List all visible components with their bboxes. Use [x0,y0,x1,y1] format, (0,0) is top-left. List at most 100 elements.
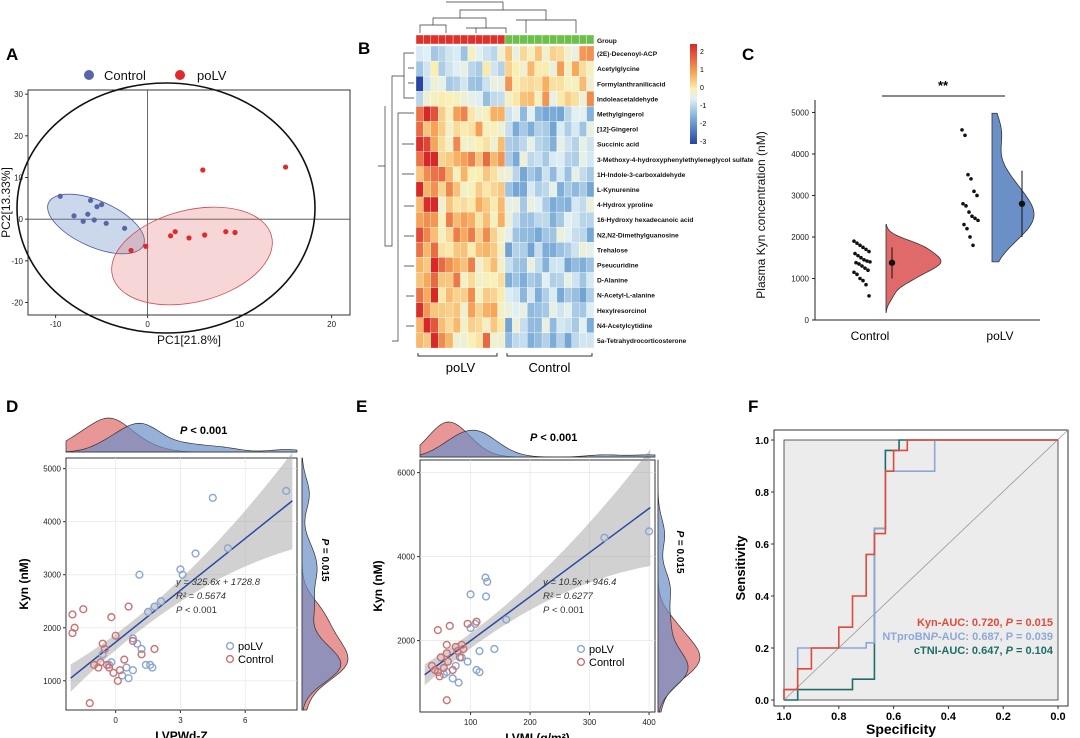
heatmap-cell [541,91,550,107]
data-point [855,272,859,277]
heatmap-cell [452,287,461,303]
y-tick-label: 0 [805,316,810,325]
heatmap-row-label: N4-Acetylcytidine [597,323,653,330]
group-row-label: Group [597,38,617,45]
heatmap-cell [423,211,431,228]
heatmap-cell [519,76,528,92]
heatmap-cell [556,106,565,122]
heatmap-cell [445,257,454,273]
heatmap-cell [534,257,543,273]
heatmap-cell [504,136,513,152]
heatmap-cell [586,166,595,183]
heatmap-cell [438,317,446,334]
mean-marker [888,259,896,266]
scatter-point [490,644,499,654]
heatmap-cell [467,211,476,228]
heatmap-cell [490,76,498,92]
heatmap-cell [519,227,528,243]
heatmap-cell [534,45,543,62]
scatter-point [600,533,609,542]
heatmap-cell [571,211,580,228]
heatmap-cell [504,287,513,303]
heatmap-cell [490,242,498,258]
group-bar-cell [578,34,587,45]
heatmap-cell [527,242,535,258]
data-point [862,258,866,262]
scatter-point [502,615,511,624]
panel-d-scatter: 0 3 6 1000 2000 3000 4000 5000 LVPWd-Z Kyn (nM) y … [17,417,349,738]
y-tick-label: 3000 [43,571,61,580]
heatmap-cell [571,166,580,183]
x-tick-label: 3 [178,716,183,725]
heatmap-cell [579,196,587,213]
x-tick-label: 400 [642,718,656,727]
heatmap-cell [586,287,595,303]
group-bar-cell [445,34,454,45]
heatmap-cell [527,196,535,213]
group-bar-cell [571,34,580,45]
r-squared: R² = 0.6277 [543,591,594,602]
heatmap-cell [504,196,513,213]
heatmap-cell [467,287,476,303]
y-axis-label: Kyn (nM) [17,558,31,609]
heatmap-cell [460,181,469,198]
heatmap-cell [482,151,491,167]
heatmap-cell [415,151,424,167]
legend-entry: Kyn-AUC: 0.720, P = 0.015 [917,617,1053,629]
heatmap-cell [579,76,587,92]
heatmap-cell [438,227,446,243]
heatmap-cell [460,60,469,77]
x-tick-label: -10 [50,320,62,329]
legend-control-label: Control [238,654,273,666]
heatmap-cell [534,211,543,228]
heatmap-cell [467,272,476,288]
data-point [868,260,872,264]
heatmap-cell [482,196,491,213]
heatmap-cell [482,60,491,77]
heatmap-cell [415,196,424,213]
scatter-point [466,590,475,599]
heatmap-cell [430,91,439,107]
heatmap-cell [475,287,483,303]
scatter-point [483,577,492,586]
heatmap-cell [579,106,587,122]
heatmap-cell [519,151,528,167]
heatmap-cell [490,181,498,198]
heatmap-cell [452,302,461,318]
heatmap-cell [415,332,424,349]
data-point [860,264,864,268]
heatmap-cell [423,151,431,167]
heatmap-cell [475,302,483,318]
legend-control-label: Control [104,68,146,83]
data-point [966,172,970,177]
y-tick-label: 0 [19,215,24,224]
heatmap-cell [445,151,454,167]
heatmap-cell [497,227,506,243]
heatmap-cell [549,272,558,288]
heatmap-cell [556,211,565,228]
heatmap-cell [482,332,491,349]
y-axis-label: Kyn (nM) [371,560,385,611]
scatter-point [120,655,129,664]
heatmap-cell [497,166,506,183]
data-point [855,241,859,246]
heatmap-cell [482,287,491,303]
heatmap-cell [564,45,572,62]
heatmap-cell [415,166,424,183]
heatmap-cell [415,211,424,228]
heatmap-cell [438,287,446,303]
heatmap-cell [430,181,439,198]
scatter-point [481,592,491,601]
heatmap-cell [527,45,535,62]
heatmap-cell [571,121,580,137]
control-bracket [506,353,593,357]
legend-control-marker [576,657,586,667]
heatmap-cell [512,91,520,107]
heatmap-cell [549,45,558,62]
heatmap-cell [482,136,491,152]
heatmap-cell [504,106,513,122]
heatmap-cell [467,196,476,213]
heatmap-cell [519,121,528,137]
colorbar-tick-label: -2 [700,121,706,128]
x-axis-label: Specificity [866,721,936,737]
